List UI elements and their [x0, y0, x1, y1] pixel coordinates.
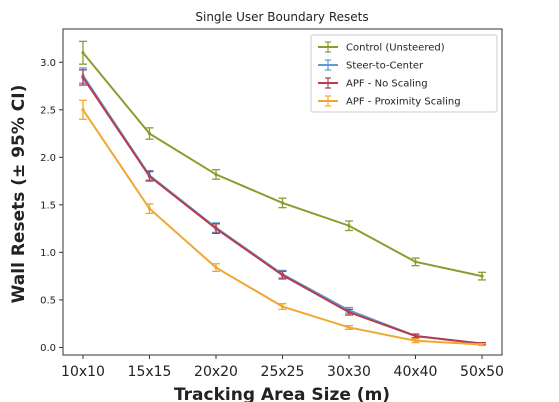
x-axis-label: Tracking Area Size (m)	[174, 385, 390, 402]
series-0	[79, 40, 486, 281]
y-axis-label: Wall Resets (± 95% CI)	[9, 85, 29, 304]
data-point	[214, 226, 218, 231]
legend-item: APF - No Scaling	[318, 77, 428, 90]
y-tick-label: 2.5	[40, 105, 56, 116]
y-tick-label: 0.5	[40, 295, 56, 306]
data-point	[280, 304, 285, 309]
data-point	[280, 273, 285, 277]
legend-item: Steer-to-Center	[318, 59, 424, 72]
data-point	[214, 265, 218, 270]
legend-item: Control (Unsteered)	[318, 41, 445, 54]
data-point	[81, 51, 85, 55]
y-tick-label: 1.5	[40, 200, 56, 211]
legend-item: APF - Proximity Scaling	[318, 95, 461, 108]
data-point	[147, 131, 152, 136]
legend-label: Control (Unsteered)	[346, 43, 445, 54]
chart-title: Single User Boundary Resets	[195, 10, 368, 24]
data-point	[480, 274, 484, 278]
data-point	[81, 108, 85, 112]
x-tick-label: 15x15	[128, 364, 172, 380]
data-point	[347, 310, 351, 314]
y-tick-label: 3.0	[40, 58, 56, 69]
legend-label: Steer-to-Center	[346, 61, 424, 72]
data-point	[214, 172, 218, 177]
x-tick-label: 20x20	[194, 364, 238, 380]
data-point	[147, 207, 152, 211]
series-2	[79, 69, 486, 346]
y-tick-label: 0.0	[40, 343, 56, 354]
data-point	[347, 325, 351, 330]
x-tick-label: 50x50	[460, 364, 504, 380]
x-tick-label: 40x40	[394, 364, 438, 380]
series-group	[79, 40, 486, 347]
x-tick-label: 30x30	[327, 364, 371, 380]
x-tick-label: 25x25	[261, 364, 305, 380]
y-tick-label: 2.0	[40, 153, 56, 164]
legend-label: APF - No Scaling	[346, 79, 428, 90]
y-tick-label: 1.0	[40, 248, 56, 259]
data-point	[413, 260, 418, 264]
legend-box	[310, 34, 498, 113]
data-point	[81, 75, 85, 80]
legend-label: APF - Proximity Scaling	[346, 97, 461, 108]
data-point	[480, 342, 484, 347]
legend: Control (Unsteered) Steer-to-Center APF - …	[310, 34, 498, 113]
data-point	[280, 201, 285, 205]
data-point	[413, 339, 418, 343]
x-axis: 10x10 15x15 20x20 25x25 30x30 40x40 50x50	[61, 355, 504, 380]
x-tick-label: 10x10	[61, 364, 105, 380]
y-axis: 0.0 0.5 1.0 1.5 2.0 2.5 3.0	[40, 58, 63, 354]
series-3	[79, 99, 486, 347]
data-point	[147, 174, 152, 178]
data-point	[347, 224, 351, 228]
data-point	[413, 334, 418, 338]
